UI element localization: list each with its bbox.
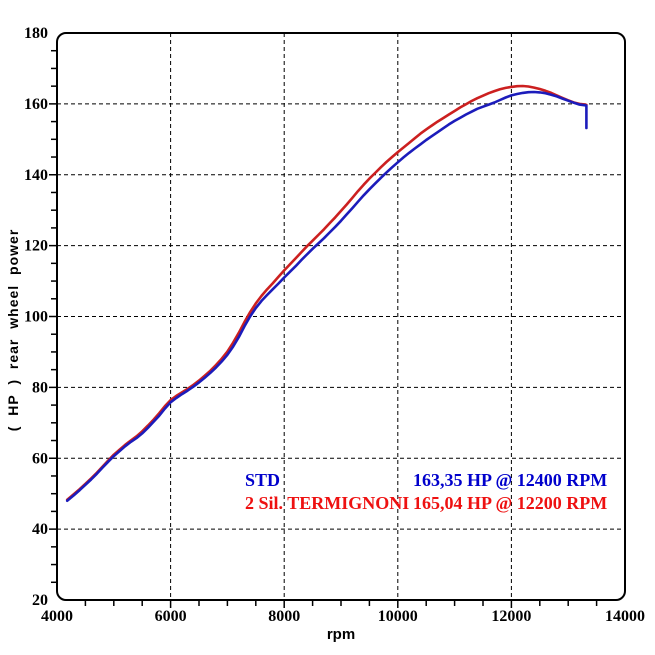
x-axis-label: rpm [326, 626, 356, 643]
y-tick-label: 40 [32, 521, 48, 538]
y-tick-label: 80 [32, 379, 48, 396]
y-tick-label: 160 [24, 96, 48, 113]
legend-row-termignoni: 2 Sil. TERMIGNONI 165,04 HP @ 12200 RPM [245, 492, 607, 515]
y-tick-label: 60 [32, 450, 48, 467]
curve-std [65, 90, 588, 503]
legend-peak-value-std: 163,35 HP @ 12400 RPM [413, 470, 608, 490]
y-tick-label: 140 [24, 167, 48, 184]
x-tick-label: 4000 [41, 608, 73, 625]
y-tick-label: 20 [32, 592, 48, 609]
legend-series-name-termignoni: 2 Sil. TERMIGNONI [245, 493, 410, 513]
x-tick-label: 8000 [268, 608, 300, 625]
legend-peak-value-termignoni: 165,04 HP @ 12200 RPM [413, 493, 608, 513]
plot-frame [56, 32, 626, 601]
legend-row-std: STD 163,35 HP @ 12400 RPM [245, 469, 607, 492]
x-tick-label: 14000 [605, 608, 645, 625]
legend: STD 163,35 HP @ 12400 RPM 2 Sil. TERMIGN… [245, 469, 607, 515]
legend-series-name-std: STD [245, 470, 281, 490]
y-tick-label: 100 [24, 309, 48, 326]
x-tick-label: 6000 [155, 608, 187, 625]
x-tick-label: 12000 [491, 608, 531, 625]
curve-2-sil-termignoni [65, 84, 588, 502]
x-tick-label: 10000 [378, 608, 418, 625]
y-tick-label: 180 [24, 25, 48, 42]
y-axis-label: ( HP ) rear wheel power [5, 228, 21, 432]
y-tick-label: 120 [24, 238, 48, 255]
